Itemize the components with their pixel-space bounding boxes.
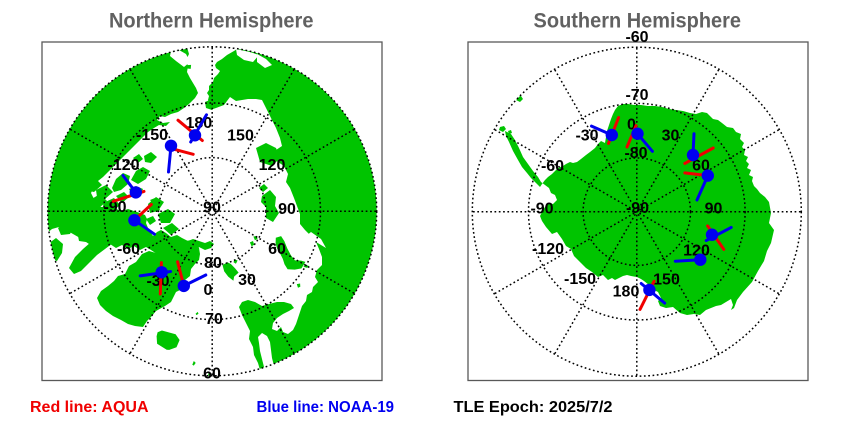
- svg-text:80: 80: [204, 255, 222, 272]
- svg-text:60: 60: [203, 365, 221, 382]
- svg-text:-60: -60: [541, 158, 564, 175]
- svg-text:-90: -90: [103, 199, 126, 216]
- svg-text:30: 30: [238, 272, 256, 289]
- svg-text:TLE Epoch: 2025/7/2: TLE Epoch: 2025/7/2: [454, 399, 613, 416]
- svg-text:-90: -90: [626, 200, 649, 217]
- svg-text:150: 150: [653, 271, 680, 288]
- svg-text:90: 90: [705, 200, 723, 217]
- svg-text:-30: -30: [575, 127, 598, 144]
- svg-text:0: 0: [627, 116, 636, 133]
- svg-text:90: 90: [278, 201, 296, 218]
- svg-text:Red line: AQUA: Red line: AQUA: [30, 399, 149, 416]
- svg-text:90: 90: [203, 199, 221, 216]
- svg-text:-150: -150: [136, 127, 168, 144]
- svg-text:-80: -80: [624, 145, 647, 162]
- svg-text:-150: -150: [564, 271, 596, 288]
- svg-text:0: 0: [204, 282, 213, 299]
- svg-text:Northern Hemisphere: Northern Hemisphere: [109, 10, 314, 33]
- svg-text:30: 30: [662, 127, 680, 144]
- svg-text:120: 120: [259, 157, 286, 174]
- svg-text:-90: -90: [530, 200, 553, 217]
- svg-text:60: 60: [268, 241, 286, 258]
- svg-text:-120: -120: [107, 157, 139, 174]
- svg-text:-120: -120: [532, 241, 564, 258]
- svg-text:-60: -60: [117, 241, 140, 258]
- svg-text:-70: -70: [625, 87, 648, 104]
- svg-text:150: 150: [227, 127, 254, 144]
- svg-text:Southern Hemisphere: Southern Hemisphere: [534, 10, 742, 33]
- svg-text:180: 180: [613, 283, 640, 300]
- svg-text:-60: -60: [625, 29, 648, 46]
- svg-text:Blue line: NOAA-19: Blue line: NOAA-19: [257, 399, 395, 416]
- svg-text:70: 70: [205, 311, 223, 328]
